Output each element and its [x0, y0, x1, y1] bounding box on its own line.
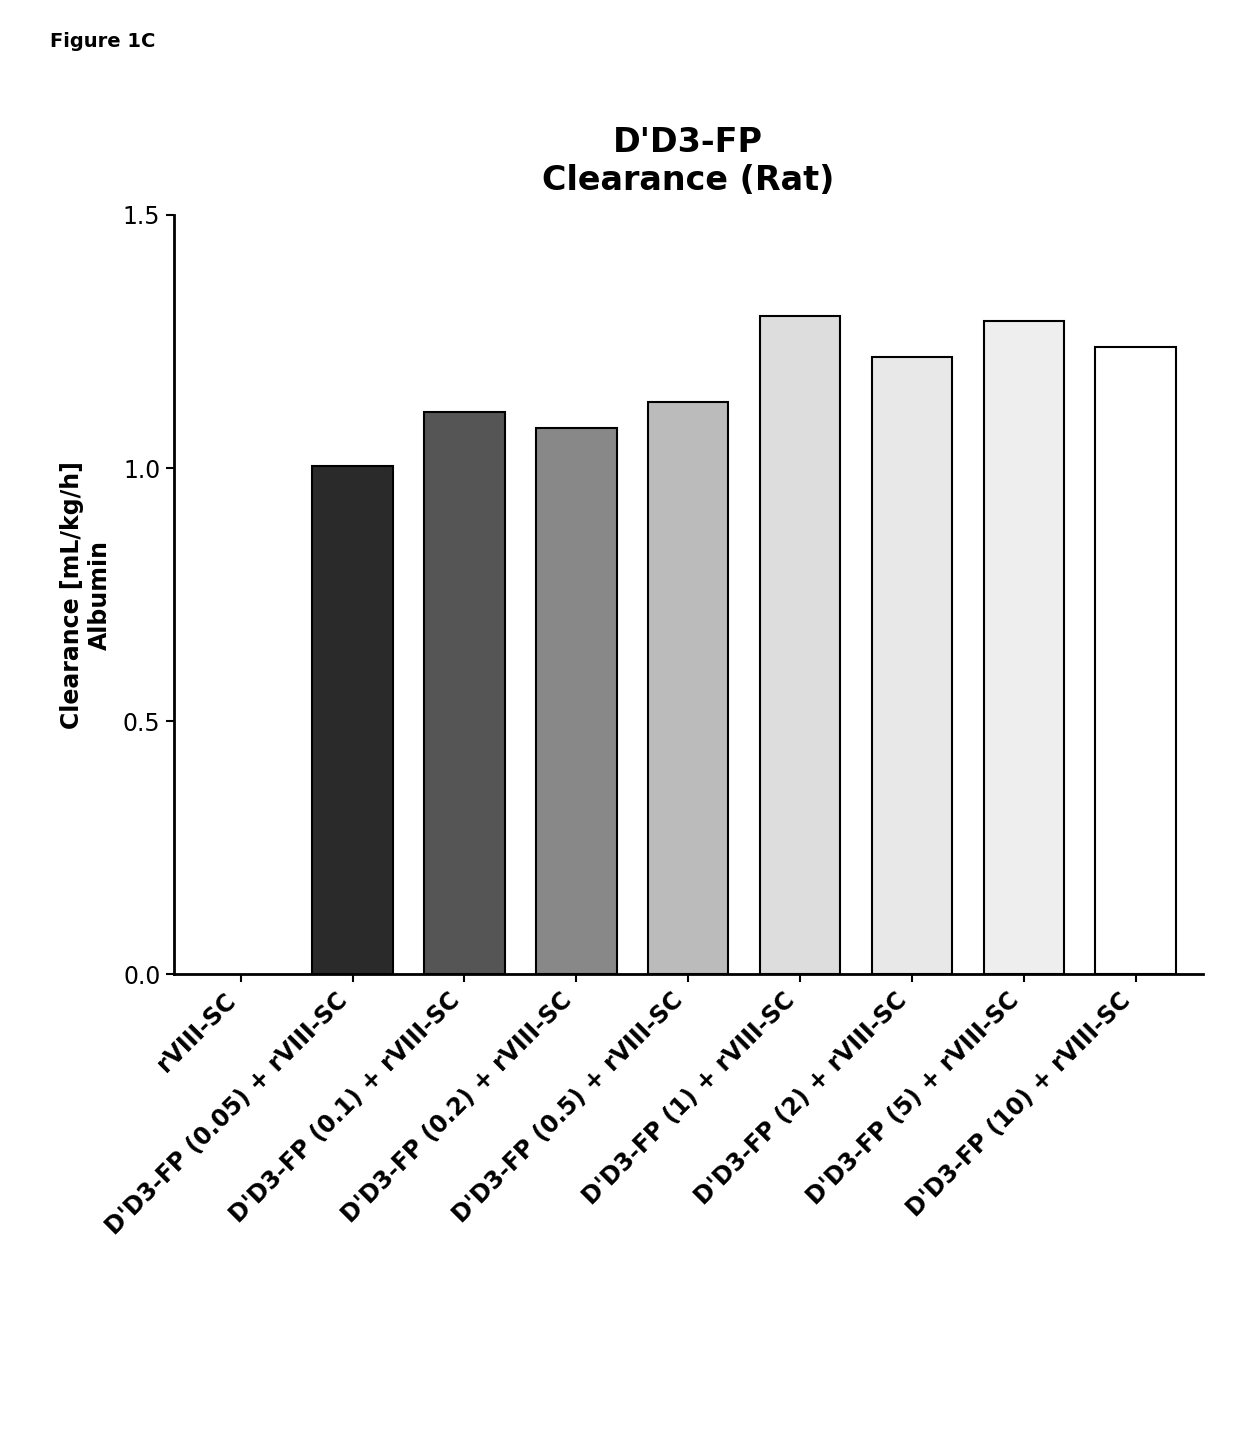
Bar	[1095, 347, 1176, 974]
Bar	[983, 321, 1064, 974]
Bar	[424, 413, 505, 974]
Bar	[760, 317, 841, 974]
Bar	[872, 357, 952, 974]
Bar	[536, 427, 616, 974]
Bar	[649, 403, 728, 974]
Bar	[312, 466, 393, 974]
Y-axis label: Clearance [mL/kg/h]
Albumin: Clearance [mL/kg/h] Albumin	[60, 461, 112, 728]
Title: D'D3-FP
Clearance (Rat): D'D3-FP Clearance (Rat)	[542, 126, 835, 196]
Text: Figure 1C: Figure 1C	[50, 32, 155, 50]
